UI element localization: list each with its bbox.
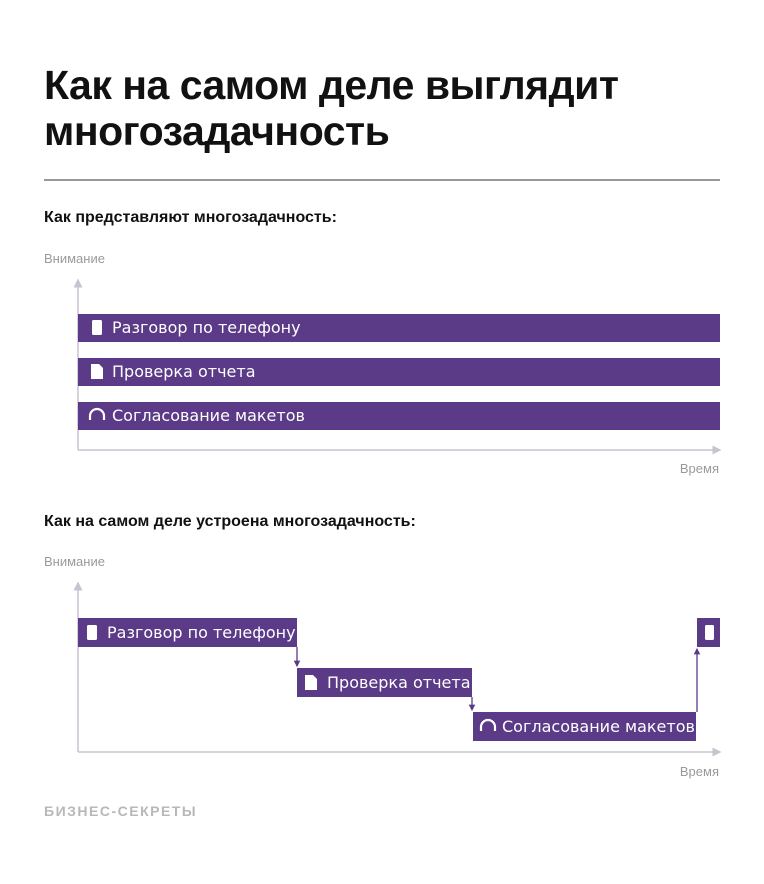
section-heading: Как на самом деле устроена многозадачнос… (44, 513, 416, 530)
task-bar (297, 668, 472, 697)
task-label: Согласование макетов (112, 406, 305, 425)
task-bar (78, 358, 720, 386)
brand: БИЗНЕС-СЕКРЕТЫ (44, 803, 197, 819)
y-label: Внимание (44, 251, 105, 266)
task-label: Проверка отчета (112, 362, 256, 381)
doc-icon (91, 364, 103, 379)
section-heading: Как представляют многозадачность: (44, 209, 337, 226)
phone-icon (87, 625, 97, 640)
headset-icon (88, 407, 106, 420)
title: Как на самом деле выглядит многозадачнос… (44, 62, 619, 154)
task-label: Разговор по телефону (107, 623, 296, 642)
phone-icon (705, 625, 714, 640)
task-label: Проверка отчета (327, 673, 471, 692)
task-label: Разговор по телефону (112, 318, 301, 337)
task-label: Согласование макетов (502, 717, 695, 736)
x-label: Время (680, 461, 719, 476)
y-label: Внимание (44, 554, 105, 569)
headset-icon (479, 718, 497, 731)
task-bar (78, 402, 720, 430)
task-bar (78, 618, 297, 647)
task-bar (473, 712, 696, 741)
doc-icon (305, 675, 317, 690)
phone-icon (92, 320, 102, 335)
task-bar (78, 314, 720, 342)
x-label: Время (680, 764, 719, 779)
